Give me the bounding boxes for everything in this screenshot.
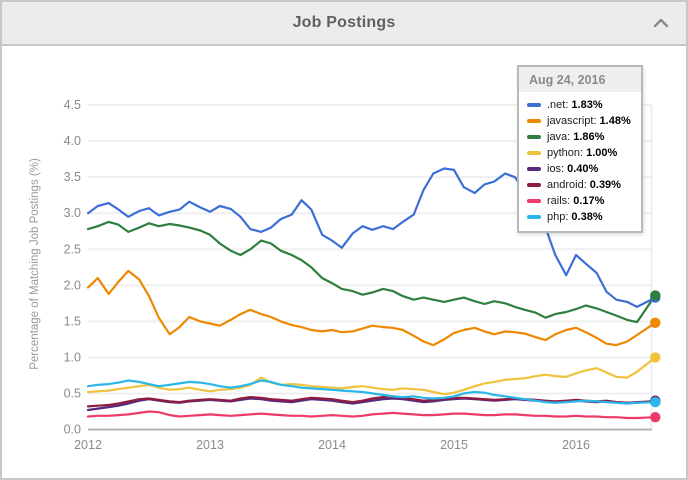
tooltip-rows: .net: 1.83% javascript: 1.48% java: 1.86% pyth… [519, 92, 641, 231]
y-tick-label: 2.0 [64, 278, 81, 292]
tooltip-series-value: 0.39% [589, 179, 621, 191]
tooltip-series-name: android: [547, 179, 587, 191]
series-line-android [86, 395, 657, 408]
y-tick-label: 2.5 [64, 242, 81, 256]
y-tick-label: 3.5 [64, 170, 81, 184]
y-tick-label: 1.0 [64, 350, 81, 364]
tooltip-row: javascript: 1.48% [519, 113, 641, 129]
series-line-python [86, 356, 657, 396]
tooltip-row: java: 1.86% [519, 129, 641, 145]
y-tick-label: 4.0 [64, 134, 81, 148]
y-tick-label: 0.5 [64, 386, 81, 400]
tooltip-series-value: 1.86% [573, 131, 605, 143]
series-end-dot-rails [650, 412, 661, 423]
tooltip-row: rails: 0.17% [519, 193, 641, 209]
tooltip-row: ios: 0.40% [519, 161, 641, 177]
series-color-swatch [527, 215, 541, 219]
chevron-up-icon [653, 18, 669, 28]
tooltip-row: android: 0.39% [519, 177, 641, 193]
tooltip-date: Aug 24, 2016 [519, 67, 641, 92]
tooltip-series-name: rails: [547, 195, 571, 207]
series-line-net [86, 167, 657, 308]
tooltip-row: .net: 1.83% [519, 97, 641, 113]
tooltip-series-name: javascript: [547, 115, 597, 127]
tooltip-row: python: 1.00% [519, 145, 641, 161]
series-end-dot-javascript [650, 317, 661, 328]
series-end-dot-php [650, 396, 661, 408]
series-line-java [86, 220, 657, 324]
y-tick-label: 3.0 [64, 206, 81, 220]
tooltip-series-value: 0.40% [567, 163, 599, 175]
tooltip-series-value: 1.83% [571, 99, 603, 111]
series-line-php [86, 379, 657, 405]
series-end-dot-python [650, 352, 661, 363]
panel-title: Job Postings [292, 14, 396, 31]
tooltip-series-name: .net: [547, 99, 569, 111]
x-tick-label: 2014 [318, 438, 346, 452]
series-color-swatch [527, 183, 541, 187]
series-color-swatch [527, 167, 541, 171]
tooltip: Aug 24, 2016 .net: 1.83% javascript: 1.48% j… [517, 65, 643, 233]
line-chart[interactable]: 0.0 0.5 1.0 1.5 2.0 2.5 3.0 3.5 4.0 4.5 2012 2013 20… [2, 46, 686, 478]
y-tick-label: 0.0 [64, 423, 81, 437]
x-tick-label: 2015 [440, 438, 468, 452]
series-color-swatch [527, 103, 541, 107]
series-end-dot-java [650, 290, 661, 301]
y-axis-title: Percentage of Matching Job Postings (%) [29, 158, 41, 370]
panel-header[interactable]: Job Postings [2, 2, 686, 46]
chart-area: 0.0 0.5 1.0 1.5 2.0 2.5 3.0 3.5 4.0 4.5 2012 2013 20… [2, 46, 686, 478]
tooltip-series-value: 0.38% [571, 211, 603, 223]
y-tick-label: 1.5 [64, 314, 81, 328]
tooltip-series-value: 1.00% [586, 147, 618, 159]
tooltip-row: php: 0.38% [519, 209, 641, 225]
series-color-swatch [527, 119, 541, 123]
tooltip-series-value: 0.17% [573, 195, 605, 207]
tooltip-series-value: 1.48% [599, 115, 631, 127]
series-line-rails [86, 410, 657, 420]
tooltip-series-name: ios: [547, 163, 565, 175]
tooltip-series-name: php: [547, 211, 569, 223]
collapse-button[interactable] [648, 10, 674, 36]
x-tick-label: 2012 [74, 438, 102, 452]
series-color-swatch [527, 151, 541, 155]
x-tick-label: 2016 [562, 438, 590, 452]
series-color-swatch [527, 199, 541, 203]
y-tick-label: 4.5 [64, 98, 81, 112]
tooltip-series-name: java: [547, 131, 571, 143]
x-tick-label: 2013 [196, 438, 224, 452]
series-line-javascript [86, 269, 657, 347]
tooltip-series-name: python: [547, 147, 584, 159]
series-color-swatch [527, 135, 541, 139]
